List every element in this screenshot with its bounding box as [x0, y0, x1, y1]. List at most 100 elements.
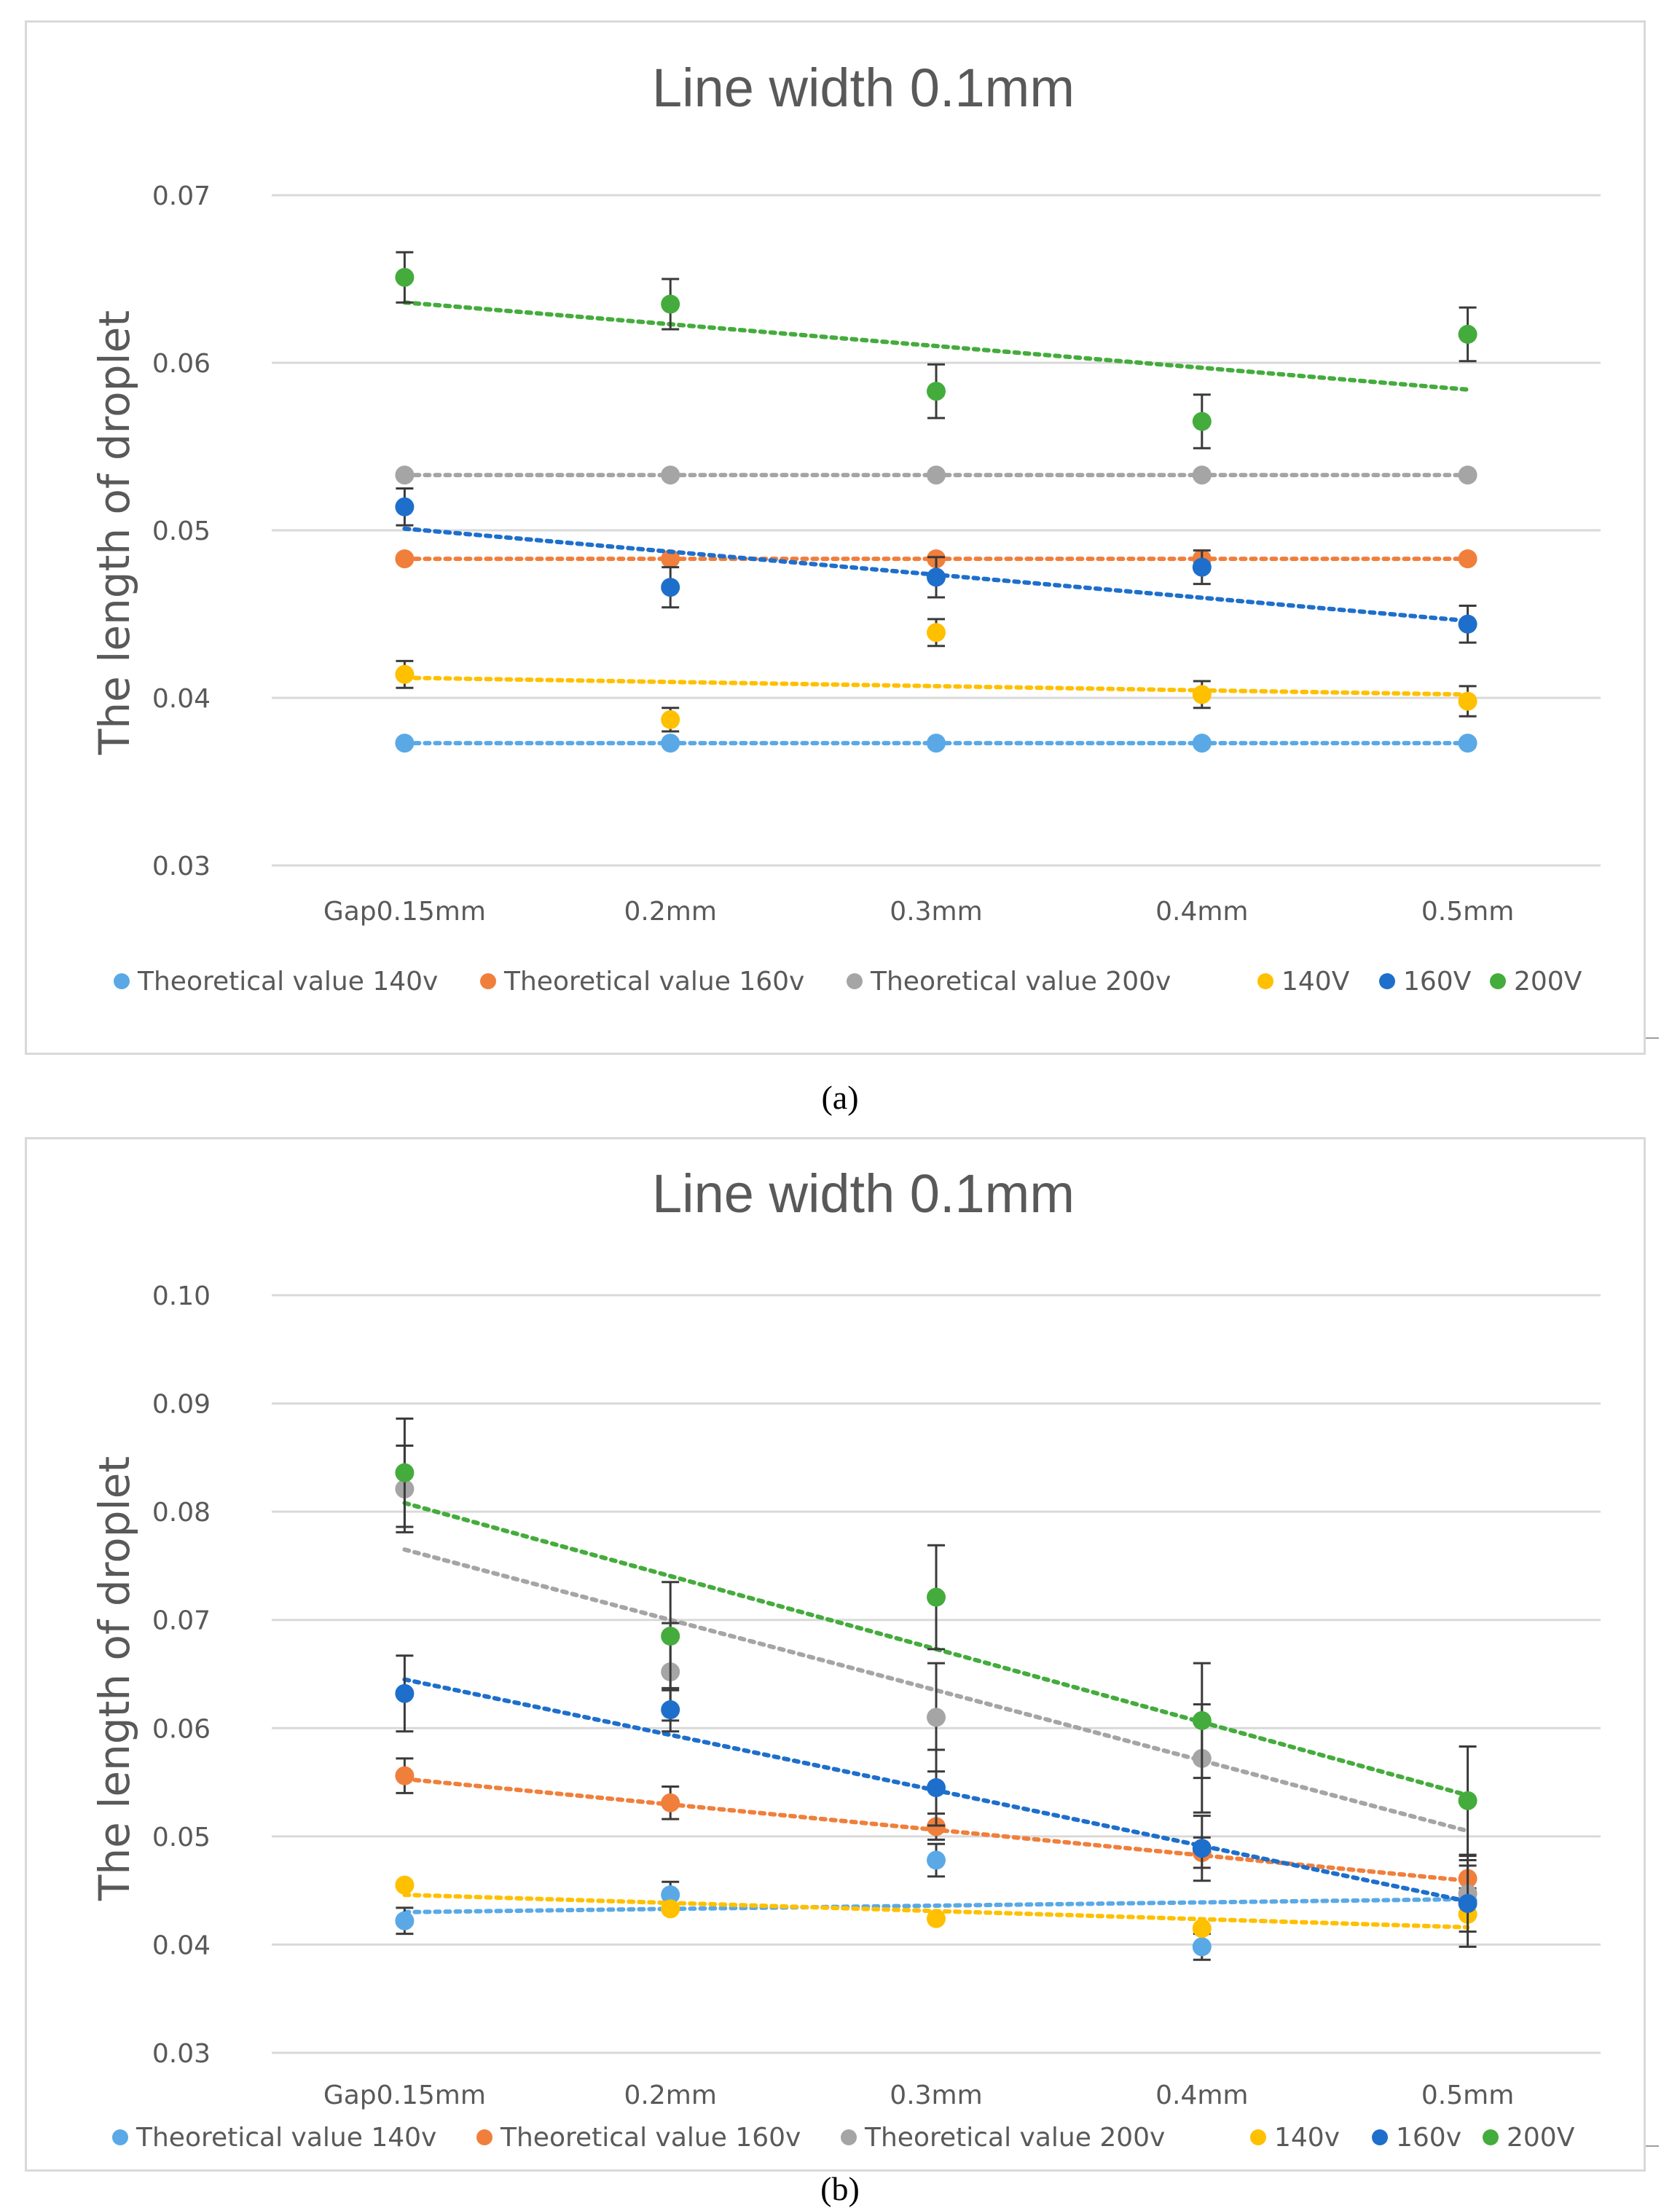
chart-a-legend-item-5: 200V [1490, 967, 1582, 997]
chart-b-data-point [1458, 1791, 1477, 1810]
chart-b-legend-marker [476, 2129, 492, 2145]
chart-a-x-tick-label: 0.2mm [624, 897, 717, 927]
chart-a-legend-item-4: 160V [1379, 967, 1472, 997]
chart-b-legend-label: Theoretical value 160v [500, 2123, 801, 2153]
chart-b-legend-label: Theoretical value 200v [864, 2123, 1165, 2153]
chart-b-legend-item-2: Theoretical value 200v [841, 2123, 1165, 2153]
chart-a-legend-item-0: Theoretical value 140v [114, 967, 438, 997]
corner-tick-b [1646, 2145, 1659, 2147]
chart-a-legend-label: 160V [1403, 967, 1472, 997]
chart-a-legend-item-1: Theoretical value 160v [480, 967, 804, 997]
chart-b-title: Line width 0.1mm [652, 1163, 1075, 1224]
chart-a-series-5 [395, 251, 1477, 449]
chart-a-legend-marker [1257, 973, 1273, 989]
chart-b-y-tick-label: 0.08 [152, 1498, 211, 1528]
chart-b-data-point [395, 1911, 415, 1930]
chart-b-data-point [927, 1909, 946, 1928]
chart-a-legend-item-2: Theoretical value 200v [847, 967, 1171, 997]
chart-a-y-axis-label: The length of droplet [90, 310, 139, 755]
chart-b-legend-marker [1483, 2129, 1499, 2145]
chart-a-data-point [661, 465, 680, 485]
chart-b-legend-label: Theoretical value 140v [136, 2123, 436, 2153]
chart-b-legend-item-3: 140v [1250, 2123, 1340, 2153]
chart-b-data-point [661, 1899, 680, 1919]
chart-a-legend-label: Theoretical value 160v [503, 967, 804, 997]
chart-a-legend-marker [480, 973, 496, 989]
chart-b-data-point [661, 1793, 680, 1812]
chart-a-data-point [1458, 691, 1477, 711]
chart-a-data-point [1458, 465, 1477, 485]
caption-b: (b) [820, 2170, 860, 2207]
chart-b-data-point [1192, 1937, 1212, 1957]
chart-a-x-tick-label: Gap0.15mm [323, 897, 486, 927]
chart-b-y-tick-label: 0.06 [152, 1714, 211, 1744]
chart-b-data-point [1192, 1919, 1212, 1938]
chart-b-data-point [395, 1766, 415, 1785]
chart-b-data-point [927, 1587, 946, 1607]
chart-a-series-2 [395, 465, 1477, 485]
chart-a-y-tick-label: 0.05 [152, 516, 211, 546]
chart-b-x-tick-label: Gap0.15mm [323, 2081, 486, 2110]
chart-b-data-point [395, 1683, 415, 1703]
chart-b-data-point [927, 1850, 946, 1870]
chart-b-y-tick-label: 0.07 [152, 1606, 211, 1636]
chart-b-series-5 [395, 1417, 1477, 1856]
chart-a-data-point [927, 734, 946, 753]
chart-a-data-point [661, 578, 680, 597]
chart-a-data-point [927, 465, 946, 485]
chart-a-data-point [1458, 549, 1477, 569]
chart-b-y-tick-label: 0.09 [152, 1390, 211, 1420]
chart-b-legend-marker [841, 2129, 857, 2145]
chart-b-data-point [927, 1778, 946, 1797]
chart-b-data-point [661, 1885, 680, 1905]
chart-b-legend-label: 200V [1507, 2123, 1575, 2153]
chart-a-series-4 [395, 487, 1477, 644]
chart-b-legend-label: 160v [1396, 2123, 1461, 2153]
chart-b-data-point [1192, 1710, 1212, 1730]
chart-a-legend-label: 200V [1514, 967, 1582, 997]
chart-a-legend-label: Theoretical value 200v [870, 967, 1171, 997]
chart-b-x-tick-label: 0.3mm [890, 2081, 982, 2110]
chart-a-legend-label: Theoretical value 140v [137, 967, 438, 997]
chart-a-legend-label: 140V [1281, 967, 1350, 997]
chart-a-y-tick-label: 0.04 [152, 684, 211, 714]
chart-b-series-3 [395, 1875, 1477, 1938]
chart-a-legend-marker [847, 973, 863, 989]
chart-a-trendline [402, 675, 1470, 697]
chart-a-data-point [1458, 734, 1477, 753]
chart-a-data-point [1192, 685, 1212, 704]
chart-b-legend-item-4: 160v [1372, 2123, 1461, 2153]
chart-a-data-point [1192, 465, 1212, 485]
chart-a-data-point [927, 382, 946, 401]
chart-b-legend-marker [1250, 2129, 1266, 2145]
chart-b-data-point [661, 1627, 680, 1646]
chart-b-y-axis-label: The length of droplet [90, 1456, 139, 1901]
chart-b-data-point [395, 1463, 415, 1482]
chart-b-y-tick-label: 0.04 [152, 1930, 211, 1960]
chart-a-legend-item-3: 140V [1257, 967, 1350, 997]
chart-a-data-point [1192, 734, 1212, 753]
chart-b-trendline [402, 1897, 1470, 1914]
chart-b-legend-marker [112, 2129, 128, 2145]
chart-a-title: Line width 0.1mm [652, 58, 1075, 118]
chart-b-data-point [395, 1875, 415, 1895]
chart-a-data-point [1458, 324, 1477, 344]
chart-a-data-point [395, 267, 415, 287]
chart-panel-a: Line width 0.1mm 0.03 0.04 0.05 0.06 0.07 The … [25, 20, 1646, 1055]
chart-panel-b: Line width 0.1mm 0.03 0.04 0.05 0.06 0.07 0.08… [25, 1137, 1646, 2172]
chart-b-svg: Line width 0.1mm 0.03 0.04 0.05 0.06 0.07 0.08… [90, 1163, 1601, 2153]
chart-a-data-point [1192, 412, 1212, 431]
chart-a-data-point [927, 623, 946, 643]
chart-b-series-0 [395, 1842, 1477, 1961]
chart-b-legend-marker [1372, 2129, 1388, 2145]
chart-a-x-tick-label: 0.3mm [890, 897, 982, 927]
corner-tick-a [1646, 1037, 1659, 1039]
chart-a-data-point [661, 294, 680, 314]
chart-a-trendline [402, 300, 1470, 392]
chart-a-data-point [395, 664, 415, 684]
chart-b-x-tick-label: 0.4mm [1155, 2081, 1248, 2110]
chart-a-data-point [1192, 557, 1212, 577]
chart-b-legend-item-5: 200V [1483, 2123, 1575, 2153]
chart-a-svg: Line width 0.1mm 0.03 0.04 0.05 0.06 0.07 The … [90, 58, 1601, 997]
chart-b-data-point [927, 1708, 946, 1727]
